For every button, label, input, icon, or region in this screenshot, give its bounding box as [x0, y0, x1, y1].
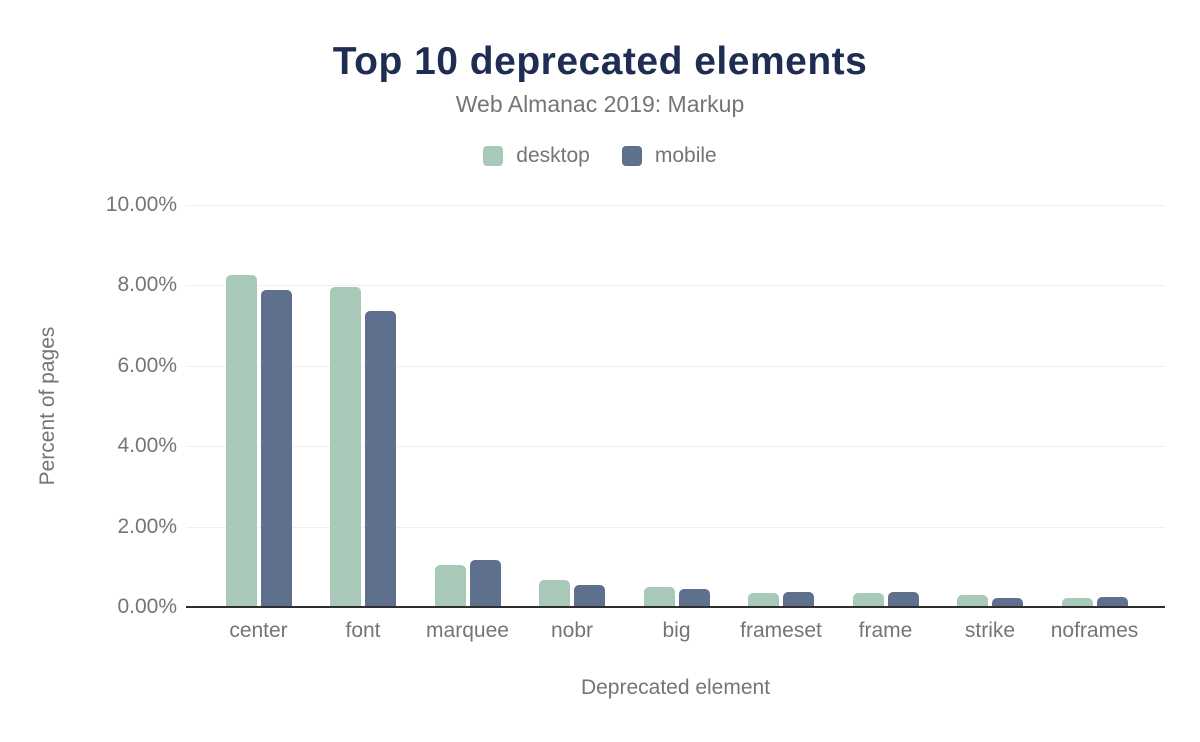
x-tick-label-frameset: frameset	[740, 619, 822, 642]
x-tick-label-strike: strike	[964, 619, 1016, 642]
legend-item-mobile: mobile	[621, 144, 717, 168]
y-tick-label: 4.00%	[117, 434, 177, 458]
bar-mobile-noframes	[1096, 596, 1128, 607]
x-tick-label-noframes: noframes	[1050, 619, 1139, 642]
legend-swatch-mobile	[621, 146, 642, 166]
bar-desktop-center	[225, 274, 257, 607]
bar-mobile-frame	[887, 592, 919, 607]
y-tick-label: 6.00%	[117, 353, 177, 377]
bar-desktop-font	[330, 287, 361, 607]
bar-mobile-marquee	[469, 559, 501, 607]
x-axis-labels: center font marquee nobr big frameset frame str…	[186, 619, 1165, 647]
legend-swatch-desktop	[483, 146, 504, 166]
bar-desktop-noframes	[1061, 597, 1093, 607]
plot-area	[186, 205, 1165, 607]
legend-item-desktop: desktop	[483, 144, 590, 168]
y-tick-label: 10.00%	[105, 193, 177, 216]
x-tick-label-nobr: nobr	[550, 619, 594, 642]
legend: desktop mobile	[0, 144, 1200, 168]
y-axis-labels: 0.00% 2.00% 4.00% 6.00% 8.00% 10.00%	[0, 193, 177, 618]
bar-desktop-strike	[957, 594, 988, 607]
bar-mobile-nobr	[574, 584, 605, 607]
gridline	[186, 205, 1165, 206]
y-tick-label: 8.00%	[117, 273, 177, 297]
x-tick-label-center: center	[229, 619, 288, 642]
chart-title: Top 10 deprecated elements	[332, 40, 868, 83]
y-tick-label: 2.00%	[117, 514, 177, 538]
x-tick-label-big: big	[662, 619, 691, 642]
gridline	[186, 365, 1165, 367]
legend-label-mobile: mobile	[654, 144, 717, 167]
gridline	[186, 446, 1165, 448]
bar-mobile-frameset	[783, 592, 814, 607]
chart-subtitle: Web Almanac 2019: Markup	[455, 91, 745, 117]
bar-desktop-marquee	[434, 564, 466, 607]
x-tick-label-font: font	[345, 619, 381, 642]
x-tick-label-marquee: marquee	[426, 619, 509, 642]
x-axis-title: Deprecated element	[580, 676, 771, 699]
x-tick-label-frame: frame	[858, 619, 913, 642]
x-axis-line	[186, 606, 1165, 608]
bar-desktop-nobr	[539, 579, 570, 607]
bar-mobile-center	[260, 289, 292, 607]
bar-mobile-big	[678, 588, 710, 607]
gridline	[186, 285, 1165, 287]
bar-desktop-big	[643, 586, 675, 607]
bar-desktop-frameset	[748, 592, 779, 607]
gridline	[186, 526, 1165, 528]
bar-mobile-strike	[992, 597, 1023, 607]
bar-mobile-font	[365, 311, 396, 607]
bar-desktop-frame	[852, 592, 884, 607]
legend-label-desktop: desktop	[516, 144, 590, 167]
y-tick-label: 0.00%	[117, 595, 177, 618]
